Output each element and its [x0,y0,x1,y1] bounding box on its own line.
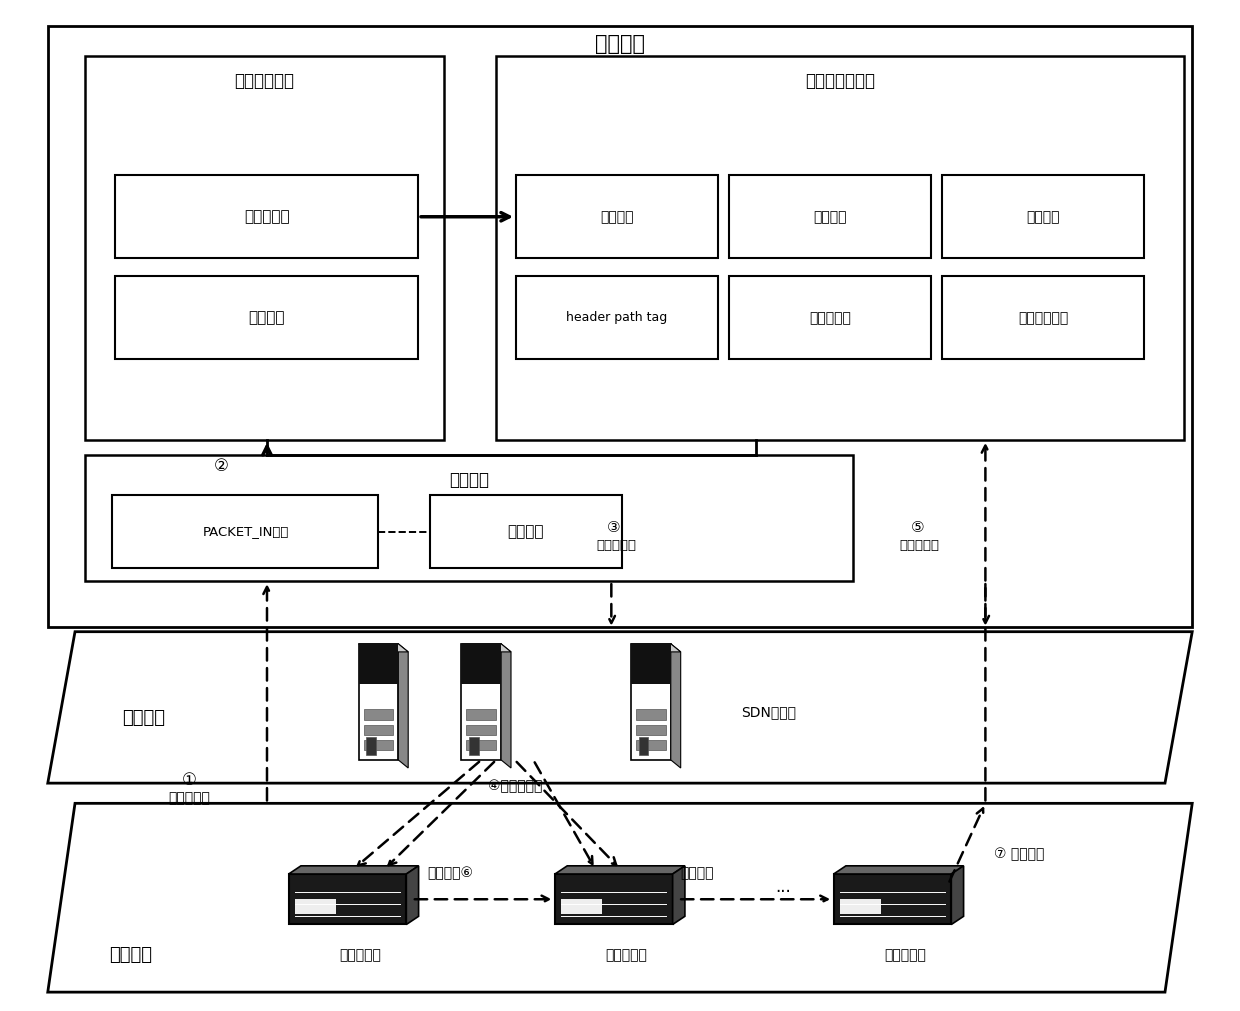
Text: 中间交换机: 中间交换机 [605,947,647,961]
Polygon shape [48,804,1192,992]
Bar [289,874,407,924]
Text: 探测包下发: 探测包下发 [900,540,940,552]
Polygon shape [398,644,408,768]
Polygon shape [671,644,681,768]
Text: header path tag: header path tag [567,311,667,325]
Bar [363,725,393,735]
Bar [48,26,1192,627]
Bar [363,740,393,750]
Bar [636,740,666,750]
Text: 路径探测: 路径探测 [813,209,847,223]
Polygon shape [289,865,419,874]
Text: ⑦ 标签反馈: ⑦ 标签反馈 [993,847,1044,860]
Bar [562,899,603,914]
Bar [112,495,378,568]
Bar [466,725,496,735]
Bar [358,644,398,760]
Text: 流路径表: 流路径表 [600,209,634,223]
Polygon shape [833,865,963,874]
Bar [636,710,666,720]
Text: 探测数据包: 探测数据包 [808,310,851,325]
Text: 约束空间: 约束空间 [507,525,544,539]
Bar [631,644,671,684]
Text: SDN控制器: SDN控制器 [742,706,796,720]
Polygon shape [48,632,1192,784]
Bar [639,737,649,755]
Text: ①: ① [181,771,196,790]
Text: 控制平面: 控制平面 [122,709,165,727]
Text: 出口交换机: 出口交换机 [884,947,926,961]
Text: ⑤: ⑤ [910,521,924,535]
Bar [839,899,882,914]
Bar [636,725,666,735]
Bar [363,710,393,720]
Bar [114,175,418,258]
Bar [358,644,398,684]
Text: 结果反馈: 结果反馈 [1027,209,1060,223]
Bar [114,276,418,359]
Text: 请求验证: 请求验证 [449,471,489,489]
Polygon shape [951,865,963,924]
Bar [942,175,1145,258]
Polygon shape [358,644,408,652]
Text: 流规则请求: 流规则请求 [169,792,210,806]
Bar [84,455,853,581]
Text: 更新标签: 更新标签 [680,866,713,880]
Text: 数据平面: 数据平面 [109,945,153,963]
Polygon shape [501,644,511,768]
Text: 添加标签⑥: 添加标签⑥ [428,866,474,880]
Bar [430,495,622,568]
Polygon shape [672,865,684,924]
Text: 验证模块: 验证模块 [595,34,645,55]
Polygon shape [556,865,684,874]
Bar [461,644,501,684]
Bar [833,874,951,924]
Bar [496,57,1183,440]
Bar [631,644,671,760]
Bar [469,737,479,755]
Bar [729,276,931,359]
Text: 流路径计算: 流路径计算 [244,209,290,224]
Text: 入口交换机: 入口交换机 [339,947,381,961]
Text: 转发层路径验证: 转发层路径验证 [805,73,875,90]
Text: 安全空间: 安全空间 [249,310,285,326]
Bar [516,276,718,359]
Text: 异常路径定位: 异常路径定位 [1018,310,1068,325]
Polygon shape [461,644,511,652]
Bar [461,644,501,760]
Polygon shape [631,644,681,652]
Bar [516,175,718,258]
Bar [942,276,1145,359]
Bar [366,737,376,755]
Bar [84,57,444,440]
Bar [556,874,672,924]
Polygon shape [407,865,419,924]
Bar [295,899,336,914]
Bar [466,710,496,720]
Text: ...: ... [776,879,791,896]
Text: 流规则下发: 流规则下发 [596,540,636,552]
Text: ④流规则更新: ④流规则更新 [487,779,542,794]
Bar [729,175,931,258]
Text: 安全规则验证: 安全规则验证 [234,73,295,90]
Text: PACKET_IN解析: PACKET_IN解析 [203,526,289,538]
Bar [466,740,496,750]
Text: ③: ③ [608,521,620,535]
Text: ②: ② [213,457,228,475]
